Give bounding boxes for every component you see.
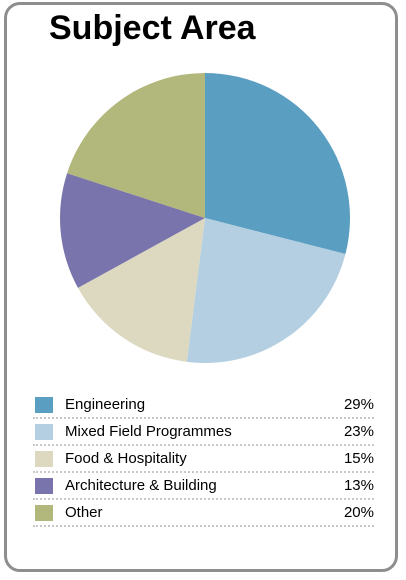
legend-label: Engineering xyxy=(65,396,146,413)
legend-value: 29% xyxy=(343,396,374,413)
chart-title: Subject Area xyxy=(49,9,256,47)
legend-value: 13% xyxy=(343,477,374,494)
legend-label: Other xyxy=(65,504,103,521)
pie-chart xyxy=(60,73,350,364)
pie-slice-food-hospitality xyxy=(77,218,205,362)
legend-swatch xyxy=(35,451,53,467)
legend-value: 23% xyxy=(343,423,374,440)
legend-item: Other 20% xyxy=(33,500,374,527)
legend: Engineering 29% Mixed Field Programmes 23% F… xyxy=(33,392,374,527)
legend-swatch xyxy=(35,478,53,494)
legend-label: Architecture & Building xyxy=(65,477,217,494)
pie-slice-mixed-field-programmes xyxy=(186,218,346,364)
legend-label: Mixed Field Programmes xyxy=(65,423,232,440)
legend-swatch xyxy=(35,424,53,440)
legend-label: Food & Hospitality xyxy=(65,450,187,467)
legend-item: Mixed Field Programmes 23% xyxy=(33,419,374,446)
pie-slice-architecture-building xyxy=(60,173,206,288)
legend-item: Food & Hospitality 15% xyxy=(33,446,374,473)
legend-item: Engineering 29% xyxy=(33,392,374,419)
legend-item: Architecture & Building 13% xyxy=(33,473,374,500)
legend-swatch xyxy=(35,397,53,413)
pie-slice-engineering xyxy=(205,73,350,255)
pie-slice-other xyxy=(67,73,205,218)
legend-value: 20% xyxy=(343,504,374,521)
legend-value: 15% xyxy=(343,450,374,467)
legend-swatch xyxy=(35,505,53,521)
